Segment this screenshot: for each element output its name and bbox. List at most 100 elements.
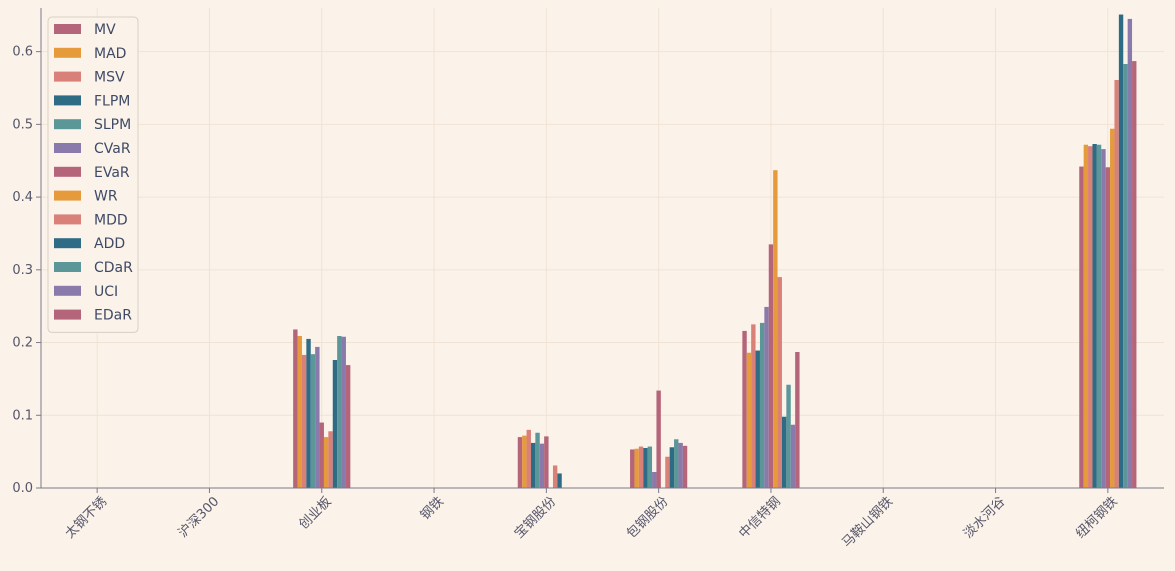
bar-evar-9	[1105, 167, 1111, 489]
bar-slpm-6	[759, 322, 765, 488]
bar-cvar-5	[652, 472, 657, 488]
bar-mv-9	[1079, 166, 1084, 488]
bar-add-2	[332, 360, 338, 488]
x-tick-label: 创业板	[296, 494, 334, 532]
bar-uci-9	[1127, 18, 1133, 489]
bar-mdd-4	[552, 465, 558, 488]
legend-label-evar: EVaR	[94, 165, 130, 181]
bar-add-4	[557, 473, 562, 488]
bar-mdd-6	[777, 277, 782, 488]
bar-mad-4	[522, 435, 527, 488]
bar-msv-5	[638, 446, 644, 488]
bar-flpm-9	[1092, 144, 1097, 488]
legend-label-slpm: SLPM	[94, 117, 131, 133]
y-tick-label: 0.5	[12, 117, 33, 132]
bar-add-6	[781, 416, 787, 488]
bar-evar-2	[319, 422, 324, 488]
bar-mv-5	[630, 449, 635, 488]
bar-add-5	[669, 447, 675, 488]
y-tick-label: 0.3	[12, 263, 33, 278]
bar-flpm-4	[530, 442, 536, 488]
bar-flpm-6	[755, 350, 760, 488]
legend-label-msv: MSV	[94, 70, 125, 86]
legend-swatch-uci	[54, 285, 81, 296]
bar-slpm-9	[1096, 144, 1102, 488]
bar-cdar-9	[1123, 64, 1128, 488]
legend-swatch-add	[54, 238, 81, 249]
bar-uci-2	[341, 336, 346, 488]
axes: 0.0 0.1 0.2 0.3 0.4 0.5 0.6 太钢不锈 沪深300 创业板 钢铁 宝钢股份 包…	[12, 8, 1164, 551]
bar-cdar-5	[674, 439, 679, 488]
y-tick-label: 0.0	[12, 481, 33, 496]
legend-swatch-mdd	[54, 214, 81, 225]
bar-cvar-9	[1101, 149, 1106, 488]
x-tick-label: 中信特钢	[736, 494, 783, 541]
y-tick-label: 0.2	[12, 336, 33, 351]
legend-label-add: ADD	[94, 236, 125, 252]
bar-wr-2	[323, 437, 329, 488]
bar-evar-4	[544, 436, 549, 488]
bar-msv-6	[751, 324, 756, 488]
bar-edar-6	[795, 352, 800, 488]
bar-mad-6	[746, 352, 752, 488]
x-tick-label: 淡水河谷	[961, 494, 1008, 541]
bar-edar-9	[1132, 61, 1137, 488]
bar-mad-9	[1083, 144, 1089, 488]
bar-evar-6	[768, 244, 774, 488]
bar-mad-5	[634, 448, 639, 488]
legend-label-cvar: CVaR	[94, 141, 131, 157]
legend-label-wr: WR	[94, 189, 118, 205]
bar-slpm-2	[310, 354, 316, 488]
legend-label-uci: UCI	[94, 284, 118, 300]
bar-edar-2	[345, 365, 351, 488]
bar-edar-5	[682, 445, 688, 488]
legend-label-mv: MV	[94, 22, 116, 38]
bar-mad-2	[297, 336, 302, 488]
legend-swatch-flpm	[54, 95, 81, 106]
bar-cdar-6	[786, 384, 791, 488]
legend-swatch-cdar	[54, 262, 81, 272]
bar-flpm-5	[643, 448, 648, 488]
y-tick-label: 0.1	[12, 408, 33, 423]
y-tick-label: 0.4	[12, 190, 33, 205]
bar-mdd-5	[665, 456, 670, 488]
x-tick-label: 纽柯钢铁	[1073, 494, 1120, 541]
bar-add-9	[1118, 14, 1124, 489]
x-tick-label: 包钢股份	[624, 494, 671, 541]
legend-swatch-mad	[54, 47, 81, 58]
bar-msv-2	[301, 354, 307, 488]
legend-swatch-edar	[54, 309, 81, 320]
bar-slpm-4	[535, 432, 540, 488]
bar-mdd-9	[1114, 80, 1119, 488]
bar-uci-6	[790, 424, 796, 488]
x-tick-label: 太钢不锈	[63, 494, 110, 541]
bar-uci-5	[678, 442, 683, 488]
legend-label-edar: EDaR	[94, 308, 132, 324]
legend-label-flpm: FLPM	[94, 93, 130, 109]
bar-flpm-2	[306, 338, 311, 488]
bar-slpm-5	[647, 446, 653, 488]
y-tick-label: 0.6	[12, 45, 33, 60]
bars	[293, 14, 1137, 489]
bar-cvar-4	[539, 443, 545, 488]
x-tick-label: 宝钢股份	[512, 494, 559, 541]
bar-wr-6	[773, 170, 778, 488]
bar-mv-6	[742, 330, 747, 488]
x-tick-label: 钢铁	[418, 494, 447, 523]
bar-cvar-6	[764, 306, 769, 488]
bar-cdar-2	[337, 336, 342, 488]
x-tick-label: 沪深300	[175, 494, 222, 541]
legend-swatch-mv	[54, 24, 81, 34]
legend-label-cdar: CDaR	[94, 260, 133, 276]
x-tick-label: 马鞍山钢铁	[839, 494, 896, 551]
bar-wr-9	[1110, 128, 1115, 488]
bar-mv-4	[517, 437, 523, 488]
legend: MV MAD MSV FLPM SLPM CVaR EVaR WR MDD ADD CDaR UCI E…	[47, 16, 139, 333]
bar-evar-5	[656, 390, 661, 488]
bar-mv-2	[293, 329, 298, 488]
grid-lines	[41, 8, 1164, 489]
legend-swatch-wr	[54, 190, 81, 201]
bar-msv-4	[526, 429, 531, 488]
